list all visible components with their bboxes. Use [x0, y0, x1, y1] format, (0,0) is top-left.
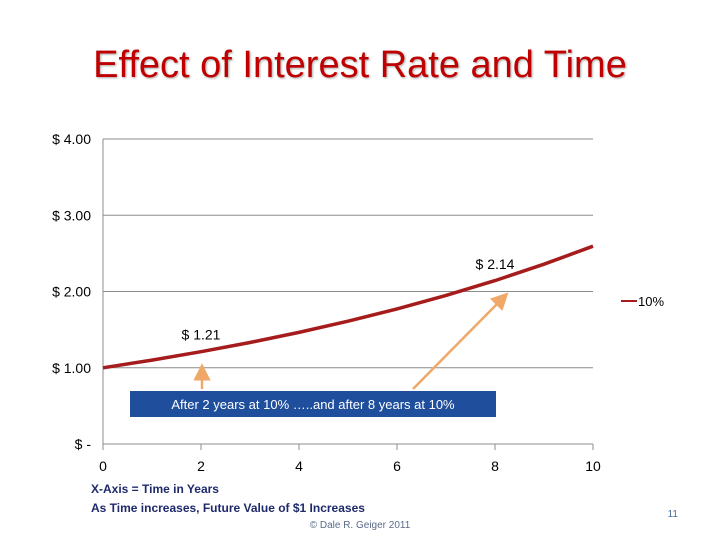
y-tick-label: $ - — [75, 436, 92, 452]
copyright: © Dale R. Geiger 2011 — [309, 520, 411, 531]
x-tick-label: 8 — [491, 458, 499, 474]
x-tick-label: 0 — [99, 458, 107, 474]
series-line — [102, 244, 594, 370]
x-tick-label: 2 — [197, 458, 205, 474]
slide-title: Effect of Interest Rate and Time — [93, 44, 627, 86]
note-x-axis: X-Axis = Time in Years — [91, 482, 219, 496]
data-label: $ 1.21 — [182, 327, 221, 343]
note-future-value: As Time increases, Future Value of $1 In… — [91, 501, 365, 515]
page-number: 11 — [667, 509, 678, 520]
y-tick-label: $ 3.00 — [52, 207, 91, 223]
x-tick-label: 10 — [585, 458, 601, 474]
y-tick-label: $ 2.00 — [52, 284, 91, 300]
x-tick-label: 4 — [295, 458, 303, 474]
callout-arrow — [412, 292, 509, 390]
data-label: $ 2.14 — [476, 256, 515, 272]
y-tick-label: $ 1.00 — [52, 360, 91, 376]
legend-label: 10% — [638, 294, 664, 309]
x-tick-label: 6 — [393, 458, 401, 474]
callout-text: After 2 years at 10% …..and after 8 year… — [171, 397, 455, 412]
y-tick-label: $ 4.00 — [52, 131, 91, 147]
callout-box — [130, 391, 496, 417]
